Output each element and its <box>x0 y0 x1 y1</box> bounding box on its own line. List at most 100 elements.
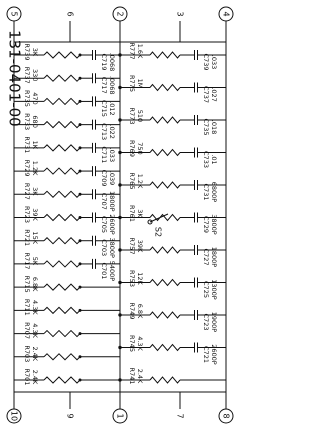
resistor-ref: R727 <box>23 183 31 200</box>
capacitor-ref: C725 <box>202 281 210 298</box>
resistor <box>44 238 80 244</box>
resistor <box>150 85 180 91</box>
capacitor-value: .039 <box>108 171 116 185</box>
terminal-label: 9 <box>66 413 75 418</box>
resistor-value: 12K <box>136 272 144 285</box>
resistor-ref: R741 <box>128 368 136 385</box>
node <box>79 379 81 381</box>
capacitor-value: .0068 <box>108 76 116 95</box>
resistor-ref: R769 <box>128 140 136 157</box>
resistor <box>150 280 180 286</box>
resistor-ref: R757 <box>128 238 136 255</box>
resistor-ref: R733 <box>23 113 31 130</box>
resistor-value: 1.2K <box>136 174 144 189</box>
resistor-ref: R753 <box>128 270 136 287</box>
node <box>119 216 121 218</box>
resistor-value: 1K <box>31 141 39 150</box>
capacitor-value: .0068 <box>108 53 116 72</box>
capacitor-ref: C729 <box>202 216 210 233</box>
switch-label: S2 <box>154 227 163 237</box>
capacitor-ref: C709 <box>100 170 108 187</box>
resistor <box>44 52 80 58</box>
terminal-label: 2 <box>116 11 125 16</box>
resistor-value: 680 <box>31 115 39 127</box>
terminal-label: 8 <box>222 413 231 418</box>
terminal-label: 6 <box>66 11 75 16</box>
resistor-value: 2.4K <box>31 370 39 385</box>
node <box>119 249 121 251</box>
node <box>79 124 81 126</box>
resistor-ref: R739 <box>23 44 31 61</box>
resistor <box>44 168 80 174</box>
capacitor-ref: C711 <box>100 146 108 163</box>
capacitor-ref: C719 <box>100 54 108 71</box>
resistor <box>150 117 180 123</box>
resistor <box>44 377 80 383</box>
resistor <box>44 98 80 104</box>
resistor-value: 15K <box>31 231 39 244</box>
resistor <box>44 307 80 313</box>
node <box>79 286 81 288</box>
resistor-value: 510 <box>136 110 144 122</box>
resistor <box>150 182 180 188</box>
node <box>119 379 121 381</box>
capacitor-value: .022 <box>108 124 116 138</box>
terminal-label: 7 <box>176 413 185 418</box>
capacitor-ref: C717 <box>100 77 108 94</box>
node <box>79 147 81 149</box>
resistor-ref: R703 <box>23 345 31 362</box>
resistor-ref: R745 <box>128 335 136 352</box>
resistor <box>44 331 80 337</box>
node <box>119 119 121 121</box>
resistor <box>44 354 80 360</box>
resistor <box>150 52 180 58</box>
capacitor-ref: C721 <box>202 346 210 363</box>
resistor <box>150 247 180 253</box>
node <box>119 346 121 348</box>
capacitor-value: 2600P <box>108 214 116 235</box>
resistor-ref: R721 <box>23 229 31 246</box>
capacitor-ref: C705 <box>100 216 108 233</box>
capacitor-ref: C707 <box>100 193 108 210</box>
resistor-ref: R761 <box>128 205 136 222</box>
resistor-ref: R775 <box>128 75 136 92</box>
resistor-value: 39K <box>31 208 39 221</box>
resistor-ref: R773 <box>128 108 136 125</box>
node <box>79 54 81 56</box>
resistor-value: 4.3K <box>31 300 39 315</box>
resistor-ref: R731 <box>23 136 31 153</box>
resistor-value: 6.8K <box>31 277 39 292</box>
resistor-ref: R715 <box>23 276 31 293</box>
resistor-ref: R701 <box>23 369 31 386</box>
capacitor-ref: C703 <box>100 239 108 256</box>
resistor <box>150 312 180 318</box>
resistor-value: 2.4K <box>31 346 39 361</box>
node <box>79 356 81 358</box>
resistor-value: 330 <box>31 69 39 81</box>
capacitor-ref: C727 <box>202 249 210 266</box>
resistor-value: 6.8K <box>136 304 144 319</box>
resistor-value: 39K <box>136 240 144 253</box>
capacitor-value: .033 <box>108 148 116 162</box>
resistor-value: 3K <box>31 48 39 57</box>
resistor-value: 4.3K <box>136 336 144 351</box>
resistor-value: 4.3K <box>31 323 39 338</box>
resistor <box>44 191 80 197</box>
node <box>119 151 121 153</box>
resistor-ref: R737 <box>23 67 31 84</box>
resistor <box>44 122 80 128</box>
resistor-value: 3K <box>136 209 144 218</box>
resistor <box>44 215 80 221</box>
capacitor-value: 1800P <box>210 247 218 268</box>
terminal-label: 5 <box>10 11 19 16</box>
node <box>119 54 121 56</box>
capacitor-ref: C735 <box>202 119 210 136</box>
capacitor-ref: C723 <box>202 314 210 331</box>
capacitor-ref: C733 <box>202 151 210 168</box>
capacitor-value: 2600P <box>210 344 218 365</box>
node <box>79 309 81 311</box>
node <box>79 77 81 79</box>
capacitor-ref: C713 <box>100 123 108 140</box>
resistor-value: 1.6K <box>136 44 144 59</box>
terminal-label: 10 <box>10 411 19 421</box>
